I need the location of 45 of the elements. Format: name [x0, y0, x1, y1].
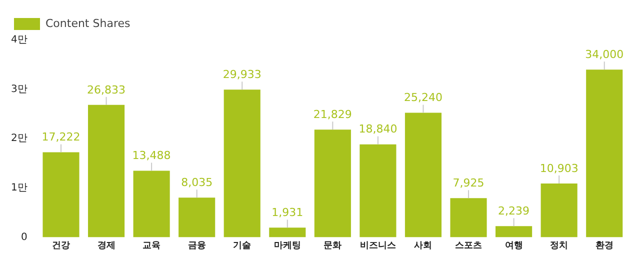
y-tick-label: 1만: [10, 182, 28, 194]
x-tick-label: 비즈니스: [360, 240, 396, 251]
legend-label: Content Shares: [46, 16, 130, 30]
y-tick-label: 4만: [10, 34, 28, 46]
x-tick-label: 스포츠: [455, 240, 482, 251]
text: 17,222: [42, 130, 80, 144]
bar: [269, 228, 306, 238]
text: 34,000: [585, 48, 624, 61]
text: 21,829: [313, 108, 352, 121]
x-tick-label: 경제: [97, 240, 116, 251]
text: 29,933: [222, 68, 262, 81]
x-tick-label: 건강: [52, 240, 70, 251]
bar: [360, 144, 396, 238]
text: 8,035: [181, 176, 213, 189]
bar: [314, 130, 351, 238]
y-tick-label: 3만: [10, 84, 28, 95]
bar: [450, 198, 487, 238]
bar: [42, 152, 80, 238]
x-tick-label: 여행: [504, 240, 523, 251]
bar: [178, 198, 216, 238]
bar: [540, 183, 578, 238]
x-tick-label: 환경: [595, 240, 614, 251]
bar: [496, 226, 532, 238]
x-tick-label: 마케팅: [274, 240, 301, 251]
text: 13,488: [132, 149, 171, 162]
bar: [133, 170, 170, 238]
text: 2,239: [498, 204, 530, 218]
text: 1,931: [272, 206, 304, 220]
bar: [404, 112, 442, 238]
x-tick-label: 금융: [188, 240, 206, 251]
x-tick-label: 기술: [233, 240, 252, 251]
y-tick-label: 2만: [10, 133, 28, 144]
x-tick-label: 문화: [324, 240, 342, 251]
bar: [586, 70, 623, 238]
text: 18,840: [358, 122, 398, 136]
text: 7,925: [452, 176, 484, 190]
text: 10,903: [540, 162, 578, 175]
x-tick-label: 정치: [550, 240, 568, 251]
x-tick-label: 사회: [414, 240, 432, 251]
x-tick-label: 교육: [142, 240, 161, 251]
bar: [224, 90, 260, 238]
bar: [88, 104, 125, 238]
y-tick-label: 0: [20, 232, 28, 243]
text: 25,240: [404, 91, 442, 104]
text: 26,833: [87, 83, 126, 96]
